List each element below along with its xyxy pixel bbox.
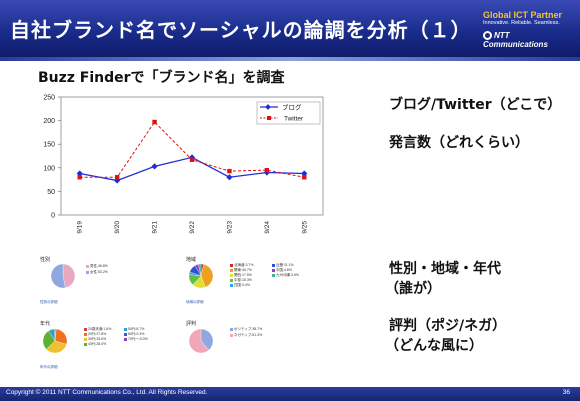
note-where: ブログ/Twitter（どこで） [389,97,562,113]
note-who-sub: （誰が） [385,281,441,297]
data-point-blog [151,163,158,170]
reputation-pie-slice [188,328,210,354]
note-reputation-sub: （どんな風に） [385,338,483,354]
reputation-legend-negative: ネガティブ:61.3% [230,333,262,338]
y-tick-label: 50 [47,189,55,196]
region-legend-item: 中部:15.3% [230,278,252,283]
region-pie [188,263,214,289]
gender-detail-link[interactable]: 性別の詳細 [40,300,58,304]
gender-chart-panel: 性別 男性:46.8% 女性:53.2% 性別の詳細 [36,253,166,313]
reputation-legend-positive: ポジティブ:38.7% [230,327,262,332]
age-legend-item: 20代:27.8% [84,332,106,337]
gender-pie [50,263,76,289]
reputation-pie-slice [200,328,214,351]
region-pie-slice [198,263,202,277]
header-bar [0,0,580,57]
y-tick-label: 100 [43,165,55,172]
copyright-text: Copyright © 2011 NTT Communications Co.,… [6,389,208,396]
age-chart-panel: 年代 20歳未満:1.6% 20代:27.8% 30代:33.6% 40代:28… [36,318,176,378]
y-tick-label: 0 [51,213,55,220]
legend-marker-twitter [267,116,271,120]
gender-pie-slice [62,263,76,288]
data-point-twitter [114,175,120,180]
brand-logo: Global ICT Partner Innovative. Reliable.… [483,10,575,49]
region-chart-title: 地域 [186,257,197,263]
page-number: 36 [562,389,570,396]
age-legend-item: 20歳未満:1.6% [84,327,111,332]
region-legend-item: 北海道:3.7% [230,263,253,268]
age-pie [42,328,68,354]
x-tick-label: 9/19 [77,221,84,234]
data-point-twitter [264,167,270,173]
data-point-twitter [227,168,232,174]
brand-tagline: Global ICT Partner [483,10,563,20]
age-chart-title: 年代 [40,321,51,327]
x-tick-label: 9/25 [301,221,308,234]
ntt-circle-icon [483,31,492,41]
note-reputation: 評判（ポジ/ネガ） [389,318,507,334]
age-legend-item: 30代:33.6% [84,337,106,342]
x-tick-label: 9/23 [226,221,233,234]
region-chart-panel: 地域 北海道:3.7% 関東:40.7% 関西:17.5% 中部:15.3% 四… [182,253,332,313]
age-legend-item: 70代〜:0.0% [124,337,148,342]
reputation-pie [188,328,214,354]
x-tick-label: 9/21 [152,221,159,234]
region-legend-item: 近畿:11.1% [272,263,294,268]
legend-label-twitter: Twitter [284,116,304,123]
gender-chart-title: 性別 [40,257,51,263]
footer-bar: Copyright © 2011 NTT Communications Co.,… [0,387,580,401]
age-pie-slice [46,340,67,354]
region-legend-item: 四国:3.4% [230,283,250,288]
region-legend-item: 関西:17.5% [230,273,252,278]
age-detail-link[interactable]: 年代の詳細 [40,365,58,369]
data-point-twitter [302,175,307,180]
age-legend-item: 40代:28.0% [84,342,106,347]
brand-subtagline: Innovative. Reliable. Seamless. [483,20,560,26]
x-tick-label: 9/22 [189,221,196,234]
region-legend-item: 九州沖縄:3.5% [272,273,299,278]
region-legend-item: 中国:4.8% [272,268,292,273]
gender-pie-slice [50,263,66,289]
note-who: 性別・地域・年代 [389,261,501,277]
y-tick-label: 150 [43,142,55,149]
y-tick-label: 200 [43,118,55,125]
data-point-twitter [152,119,157,125]
line-chart: ブログ Twitter 0 50 100 150 200 250 9/19 9/20 9/21 9… [43,95,324,234]
note-how-much: 発言数（どれくらい） [389,135,529,151]
data-point-twitter [77,175,82,180]
y-tick-label: 250 [43,95,55,102]
age-legend-item: 50代:8.7% [124,327,144,332]
region-pie-slice [200,264,214,288]
age-legend-item: 60代:0.3% [124,332,144,337]
subtitle: Buzz Finderで「ブランド名」を調査 [38,70,285,86]
ntt-logo: NTT Communications [483,31,548,50]
data-point-blog [226,174,233,181]
data-point-twitter [189,157,195,162]
reputation-chart-panel: 評判 ポジティブ:38.7% ネガティブ:61.3% [182,318,332,378]
header-stripe [0,57,580,61]
reputation-chart-title: 評判 [186,321,197,327]
gender-legend-female: 女性:53.2% [86,270,108,275]
legend-label-blog: ブログ [282,103,302,112]
region-detail-link[interactable]: 地域の詳細 [186,300,204,304]
gender-legend-male: 男性:46.8% [86,264,108,269]
x-tick-label: 9/20 [114,221,121,234]
x-tick-label: 9/24 [264,221,271,234]
region-legend-item: 関東:40.7% [230,268,252,273]
slide-title: 自社ブランド名でソーシャルの論調を分析（１） [10,18,472,42]
